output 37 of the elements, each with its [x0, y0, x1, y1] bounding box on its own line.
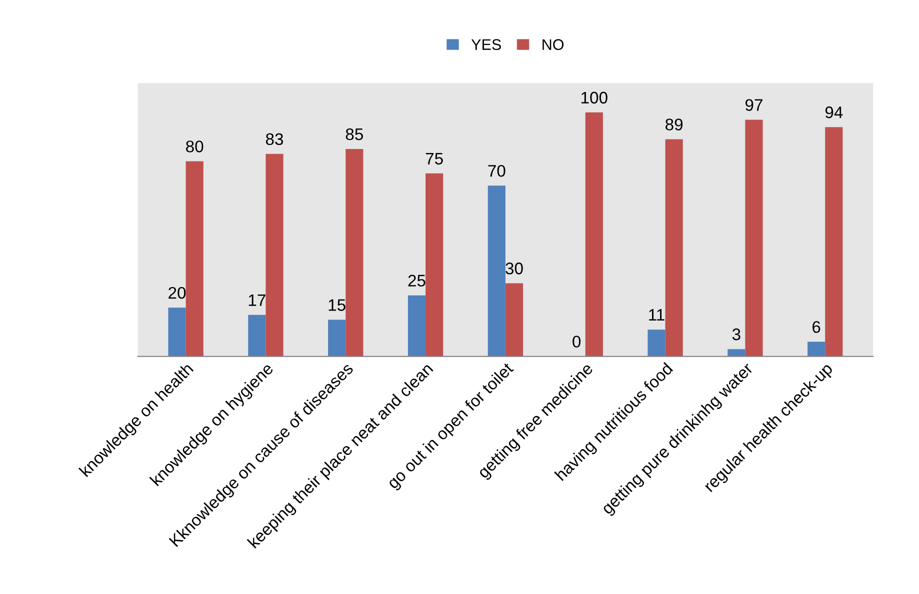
legend-label: NO: [542, 39, 564, 50]
data-label: 70: [488, 164, 506, 177]
bar: [168, 308, 186, 356]
bar: [825, 127, 843, 356]
data-label: 89: [666, 118, 683, 130]
bar: [648, 330, 666, 356]
bar: [665, 139, 683, 356]
data-label: 97: [745, 99, 762, 111]
bar: [505, 283, 524, 356]
legend-label: YES: [471, 39, 501, 50]
data-label: 30: [506, 262, 523, 274]
bar: [346, 149, 364, 356]
data-label: 11: [649, 309, 664, 321]
bar: [745, 120, 763, 356]
bar: [585, 112, 603, 356]
data-label: 83: [266, 133, 284, 146]
data-label: 20: [168, 286, 186, 299]
data-label: 25: [408, 274, 426, 287]
bar: [186, 161, 204, 356]
data-label: 6: [812, 321, 820, 333]
data-label: 85: [346, 128, 363, 140]
data-label: 15: [328, 299, 346, 311]
data-label: 17: [248, 294, 266, 306]
data-label: 100: [582, 92, 608, 104]
bar: [408, 295, 426, 356]
bar: [488, 186, 506, 356]
data-label: 0: [572, 336, 581, 348]
bar: [426, 173, 444, 356]
bar: [266, 154, 284, 356]
bar: [728, 349, 746, 356]
bar: [248, 314, 266, 356]
data-label: 75: [426, 152, 443, 165]
data-label: 3: [732, 328, 740, 340]
bar: [328, 320, 346, 356]
data-label: 94: [825, 106, 843, 118]
bar: [808, 342, 826, 356]
data-label: 80: [186, 140, 204, 152]
